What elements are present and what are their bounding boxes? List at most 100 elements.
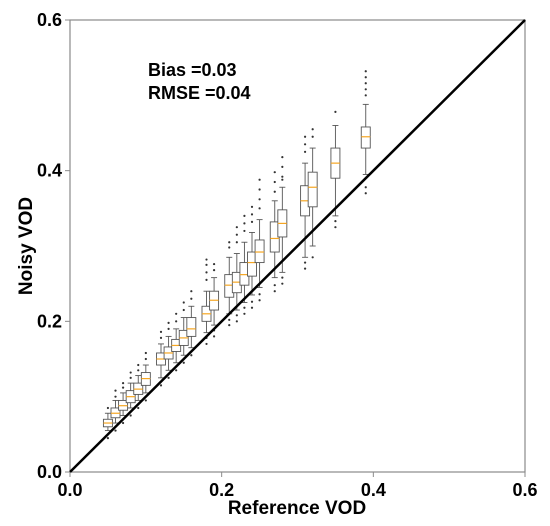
box-flier [364,88,367,91]
box-flier [303,150,307,153]
box-flier [205,271,208,274]
box-flier [159,336,163,340]
plot-frame [69,19,526,473]
box-item [231,226,242,323]
box-flier [258,178,261,181]
box-flier [273,284,276,287]
y-tick-label: 0.4 [37,161,62,181]
box-item [125,371,136,417]
box-flier [281,175,284,178]
x-axis: 0.0 0.2 0.4 0.6 [57,472,538,500]
box-flier [258,198,261,201]
box-flier [190,290,193,293]
box-flier [243,306,246,309]
y-tick-label: 0.2 [37,311,62,331]
box-item [133,363,144,410]
box-flier [334,226,337,229]
box-flier [364,192,367,195]
box-flier [250,300,254,303]
box-series [102,70,371,440]
box-item [360,70,371,195]
box-flier [121,382,125,385]
box-flier [334,110,337,114]
box-flier [258,299,261,302]
box-flier [235,314,238,317]
box-flier [121,421,125,425]
box-flier [205,278,208,281]
box-flier [311,128,314,131]
box-flier [212,335,216,338]
box-item [277,156,288,285]
box-flier [106,437,110,440]
box-flier [205,258,208,261]
box-flier [212,269,216,272]
box-flier [137,406,140,410]
x-tick-label: 0.4 [361,480,386,500]
box-flier [114,429,117,432]
box-flier [281,156,284,159]
box-flier [258,293,261,296]
box-flier [144,357,147,361]
box-flier [235,233,238,236]
box-flier [175,320,178,323]
box-flier [159,384,163,387]
box-flier [334,220,337,223]
box-flier [243,229,246,233]
box-flier [250,205,254,208]
box-item [140,351,151,402]
box-flier [311,256,314,259]
box-flier [273,290,276,293]
bias-annotation: Bias =0.03 [148,60,237,80]
box-flier [273,190,276,193]
box-flier [190,297,193,300]
box-flier [364,186,367,189]
y-axis-label: Noisy VOD [16,197,37,295]
box-flier [228,246,231,249]
box-flier [281,178,284,181]
box-item [118,382,129,425]
box-flier [106,406,110,410]
box-flier [250,220,254,223]
box-item [110,389,121,432]
box-flier [303,267,307,270]
box-body [360,126,371,149]
box-flier [303,135,307,138]
box-item [307,128,318,259]
box-flier [273,171,276,174]
box-item [102,406,113,440]
box-body [247,251,257,277]
y-tick-label: 0.6 [37,10,62,30]
x-tick-label: 0.2 [209,480,234,500]
box-flier [273,180,276,184]
box-flier [167,376,170,379]
box-item [247,205,257,309]
box-item [201,258,212,346]
box-flier [235,226,238,229]
y-tick-label: 0.0 [37,462,62,482]
box-flier [182,361,185,364]
box-flier [205,263,208,266]
box-item [330,110,341,229]
box-flier [182,308,185,312]
box-flier [182,301,185,304]
box-flier [137,369,140,372]
box-flier [190,354,193,357]
y-axis: 0.0 0.2 0.4 0.6 [37,10,70,482]
box-flier [243,214,246,217]
box-flier [364,76,367,79]
box-item [163,321,174,379]
one-to-one-line [69,19,526,473]
box-flier [250,213,254,216]
box-flier [129,414,132,417]
box-flier [311,135,314,138]
box-flier [228,241,231,244]
box-flier [235,241,238,244]
box-flier [364,94,367,97]
box-flier [281,276,284,279]
box-flier [212,262,216,266]
box-flier [129,376,132,379]
box-flier [144,351,147,355]
box-flier [175,312,178,315]
box-item [224,241,235,327]
